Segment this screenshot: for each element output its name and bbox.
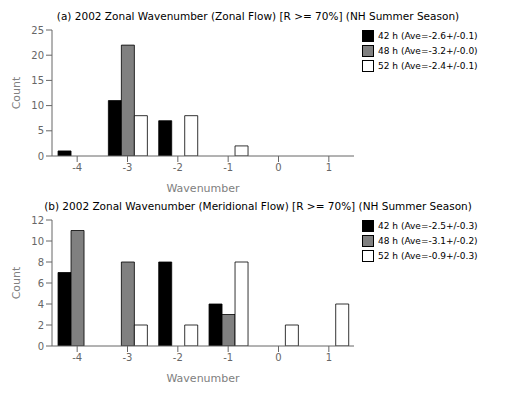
svg-text:0: 0 xyxy=(38,151,44,162)
svg-text:6: 6 xyxy=(38,278,44,289)
html-text:52 h (Ave=-2.4+/-0.1): 52 h (Ave=-2.4+/-0.1) xyxy=(378,61,478,71)
html-text:42 h (Ave=-2.5+/-0.3): 42 h (Ave=-2.5+/-0.3) xyxy=(378,221,478,231)
svg-text:0: 0 xyxy=(275,352,281,363)
svg-text:1: 1 xyxy=(326,352,332,363)
svg-text:-4: -4 xyxy=(72,162,82,173)
html-text:(a) 2002 Zonal Wavenumber (Zon: (a) 2002 Zonal Wavenumber (Zonal Flow) [… xyxy=(56,10,460,22)
svg-text:0: 0 xyxy=(38,341,44,352)
html-text:42 h (Ave=-2.6+/-0.1): 42 h (Ave=-2.6+/-0.1) xyxy=(378,31,478,41)
svg-text:12: 12 xyxy=(31,215,44,226)
html-text:(b) 2002 Zonal Wavenumber (Mer: (b) 2002 Zonal Wavenumber (Meridional Fl… xyxy=(44,200,472,212)
html-text:48 h (Ave=-3.2+/-0.0): 48 h (Ave=-3.2+/-0.0) xyxy=(378,46,478,56)
svg-text:Count: Count xyxy=(10,76,23,109)
svg-text:4: 4 xyxy=(38,299,44,310)
svg-text:-3: -3 xyxy=(123,162,133,173)
svg-text:10: 10 xyxy=(31,236,44,247)
html-text:52 h (Ave=-0.9+/-0.3): 52 h (Ave=-0.9+/-0.3) xyxy=(378,251,478,261)
svg-text:-1: -1 xyxy=(223,162,233,173)
svg-text:15: 15 xyxy=(31,75,44,86)
svg-text:-3: -3 xyxy=(123,352,133,363)
svg-text:Wavenumber: Wavenumber xyxy=(166,182,240,192)
svg-text:25: 25 xyxy=(31,25,44,36)
svg-text:-4: -4 xyxy=(72,352,82,363)
svg-text:-1: -1 xyxy=(223,352,233,363)
svg-text:2: 2 xyxy=(38,320,44,331)
svg-text:20: 20 xyxy=(31,50,44,61)
html-text:48 h (Ave=-3.1+/-0.2): 48 h (Ave=-3.1+/-0.2) xyxy=(378,236,478,246)
svg-text:0: 0 xyxy=(275,162,281,173)
svg-text:5: 5 xyxy=(38,125,44,136)
svg-text:-2: -2 xyxy=(173,162,183,173)
svg-text:Count: Count xyxy=(10,266,23,299)
svg-text:1: 1 xyxy=(326,162,332,173)
svg-text:10: 10 xyxy=(31,100,44,111)
svg-text:-2: -2 xyxy=(173,352,183,363)
svg-text:8: 8 xyxy=(38,257,44,268)
svg-text:Wavenumber: Wavenumber xyxy=(166,372,240,382)
